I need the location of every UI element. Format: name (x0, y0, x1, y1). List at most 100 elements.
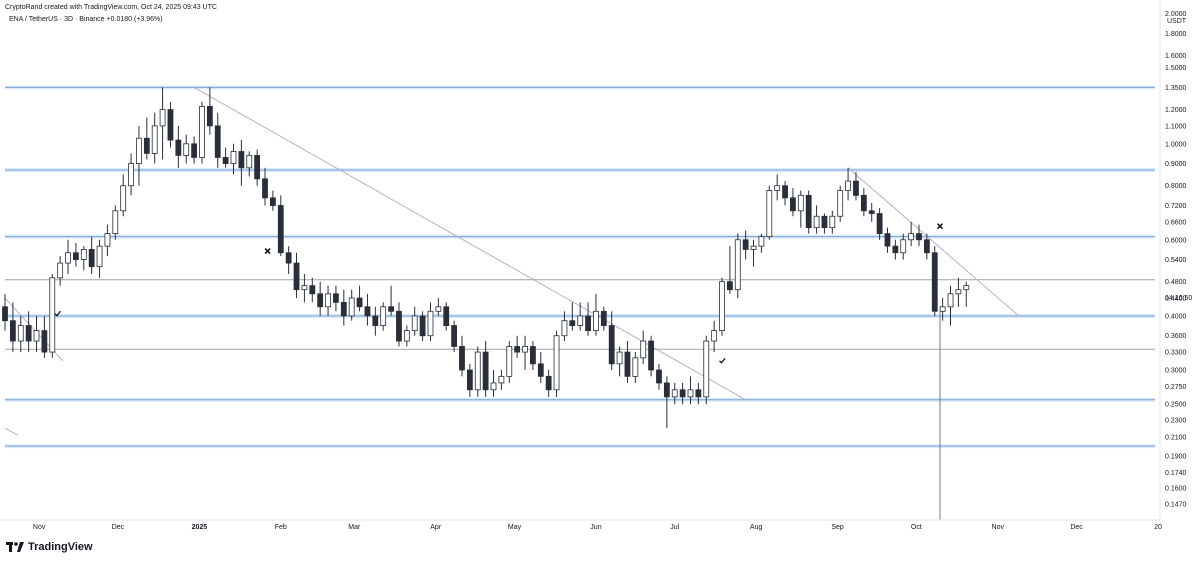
price-tick-19: 0.3000 (1165, 367, 1187, 374)
candle-body-114 (900, 239, 907, 254)
tradingview-brand[interactable]: TradingView (6, 541, 93, 553)
candle-body-79 (624, 351, 631, 377)
candle-body-68 (537, 363, 544, 377)
candle-body-20 (159, 109, 166, 127)
x-marker-icon-1 (264, 247, 271, 255)
price-tick-13: 0.5400 (1165, 257, 1187, 264)
price-tick-20: 0.2750 (1165, 384, 1187, 391)
price-tick-27: 0.1470 (1165, 502, 1187, 509)
price-tick-1: 1.8000 (1165, 31, 1187, 38)
candle-body-25 (199, 106, 205, 158)
candle-body-3 (25, 325, 32, 342)
candle-body-40 (317, 293, 324, 308)
candle-body-39 (309, 285, 316, 295)
candle-body-119 (939, 306, 946, 312)
price-tick-18: 0.3300 (1165, 350, 1187, 357)
price-tick-15: 0.4400 (1165, 296, 1187, 303)
price-tick-5: 1.2000 (1165, 107, 1187, 114)
candle-body-78 (616, 351, 623, 365)
candle-body-102 (805, 194, 812, 229)
candle-body-47 (372, 315, 379, 326)
price-tick-7: 1.0000 (1165, 141, 1187, 148)
candle-body-89 (703, 340, 710, 398)
trend-line-1 (193, 86, 746, 401)
time-tick-5: Apr (430, 524, 442, 531)
candle-body-81 (640, 340, 647, 359)
candle-body-70 (553, 335, 560, 391)
candle-body-8 (65, 252, 71, 264)
price-tick-2: 1.6000 (1165, 53, 1187, 60)
candle-body-48 (380, 306, 387, 326)
candle-body-87 (687, 389, 694, 398)
candle-body-26 (206, 106, 213, 127)
candles (2, 87, 970, 429)
price-axis-unit: USDT (1167, 18, 1187, 25)
trend-line-3 (4, 427, 19, 436)
candle-body-6 (49, 277, 56, 353)
candle-body-117 (923, 239, 930, 254)
price-tick-6: 1.1000 (1165, 123, 1187, 130)
candle-body-94 (742, 239, 749, 250)
price-tick-24: 0.1900 (1165, 453, 1187, 460)
price-tick-8: 0.9000 (1165, 161, 1187, 168)
candle-body-45 (356, 297, 363, 308)
candle-body-84 (663, 382, 670, 398)
candle-body-29 (230, 151, 237, 164)
candle-body-62 (490, 382, 497, 391)
candle-body-28 (222, 157, 229, 164)
candle-body-44 (348, 297, 355, 317)
candle-body-107 (845, 180, 851, 191)
time-tick-3: Feb (275, 524, 287, 531)
time-tick-9: Aug (750, 524, 763, 531)
candle-body-34 (269, 197, 276, 206)
candle-body-57 (451, 325, 458, 347)
markers (54, 223, 944, 364)
candle-body-65 (514, 346, 521, 353)
candle-body-104 (821, 215, 828, 229)
time-tick-11: Oct (911, 524, 922, 531)
candle-body-67 (530, 346, 536, 365)
brand-name: TradingView (28, 541, 93, 553)
tradingview-logo-icon (6, 542, 24, 552)
candle-body-101 (797, 194, 804, 212)
time-tick-1: Dec (112, 524, 125, 531)
candle-body-37 (293, 262, 300, 291)
candle-body-22 (175, 139, 182, 156)
candle-body-116 (916, 233, 922, 241)
candle-body-73 (577, 315, 584, 326)
candle-body-35 (277, 205, 284, 254)
time-tick-6: May (508, 524, 522, 531)
time-tick-10: Sep (831, 524, 844, 531)
candle-body-90 (711, 330, 718, 342)
candle-body-42 (333, 293, 339, 303)
time-tick-7: Jun (590, 524, 601, 531)
candle-body-69 (545, 375, 552, 391)
candle-body-82 (648, 340, 655, 371)
candle-body-93 (734, 239, 741, 291)
candle-body-24 (191, 143, 198, 158)
candle-body-72 (569, 320, 576, 326)
candle-body-109 (860, 194, 867, 212)
candle-body-113 (892, 245, 899, 254)
symbol-legend[interactable]: ENA / TetherUS · 3D · Binance +0.0180 (+… (9, 16, 163, 23)
price-tick-9: 0.8000 (1165, 183, 1187, 190)
price-tick-14: 0.4800 (1165, 279, 1187, 286)
candle-body-118 (931, 252, 938, 312)
chart-header: CryptoRand created with TradingView.com,… (5, 4, 217, 11)
candle-body-96 (758, 236, 765, 247)
candle-body-120 (947, 293, 954, 308)
candle-body-64 (506, 346, 513, 377)
candle-body-115 (908, 233, 915, 241)
price-tick-11: 0.6600 (1165, 219, 1187, 226)
price-axis: 2.0000 1.8000 1.6000 1.5000 1.3500 1.2000 1.10… (1165, 11, 1187, 508)
candle-body-121 (955, 289, 962, 295)
candle-body-122 (963, 285, 970, 291)
time-axis: Nov Dec 2025 Feb Mar Apr May Jun Jul Aug Sep Oct Nov… (33, 524, 1162, 531)
price-tick-22: 0.2300 (1165, 417, 1187, 424)
candle-body-58 (459, 346, 465, 371)
candle-body-0 (2, 306, 8, 322)
candle-body-32 (254, 155, 261, 180)
candle-body-85 (671, 389, 678, 398)
candle-body-18 (143, 137, 150, 154)
